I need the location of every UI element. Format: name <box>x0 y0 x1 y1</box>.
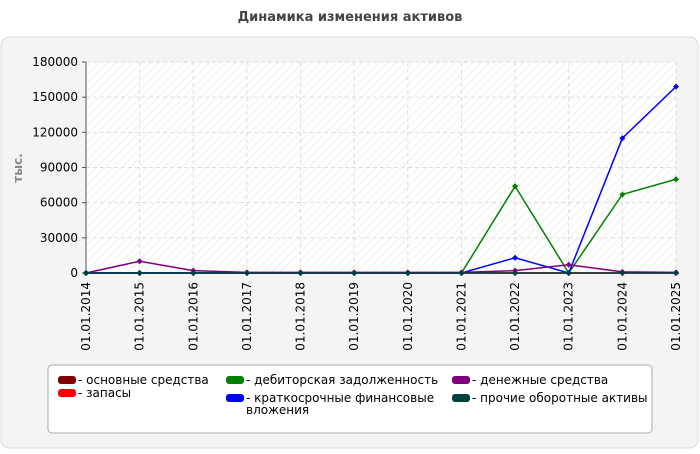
legend-marker <box>226 376 244 384</box>
legend-label: - краткосрочные финансовые вложения <box>246 392 435 417</box>
x-tick-label: 01.01.2025 <box>669 282 683 351</box>
legend-label: - запасы <box>78 387 132 400</box>
y-tick-label: 30000 <box>40 231 78 245</box>
x-tick-label: 01.01.2019 <box>347 282 361 351</box>
y-tick-label: 90000 <box>40 161 78 175</box>
x-tick-label: 01.01.2020 <box>401 282 415 351</box>
legend-label: - прочие оборотные активы <box>472 392 648 405</box>
legend-label-box: - основные средства <box>78 374 209 387</box>
data-point <box>243 270 250 276</box>
y-tick-label: 150000 <box>32 90 78 104</box>
x-tick-label: 01.01.2014 <box>79 282 93 351</box>
x-tick-label: 01.01.2023 <box>562 282 576 351</box>
x-tick-label: 01.01.2022 <box>508 282 522 351</box>
x-tick-label: 01.01.2018 <box>294 282 308 351</box>
data-point <box>565 261 572 268</box>
legend-marker <box>226 394 244 402</box>
legend-label-box: - запасы <box>78 387 132 400</box>
chart-title: Динамика изменения активов <box>238 10 463 25</box>
x-tick-label: 01.01.2016 <box>186 282 200 351</box>
data-point <box>565 270 572 276</box>
x-tick-label: 01.01.2017 <box>240 282 254 351</box>
y-axis-label: тыс. <box>11 153 25 182</box>
y-tick-label: 60000 <box>40 196 78 210</box>
x-tick-label: 01.01.2015 <box>133 282 147 351</box>
data-point <box>673 270 679 276</box>
data-point <box>512 183 519 190</box>
data-point <box>190 270 197 276</box>
y-tick-label: 180000 <box>32 55 78 69</box>
legend-marker <box>58 389 76 397</box>
data-point <box>136 270 143 276</box>
y-tick-label: 0 <box>70 266 78 280</box>
y-tick-label: 120000 <box>32 125 78 139</box>
legend-label: - дебиторская задолженность <box>246 374 439 387</box>
legend-label-box: - прочие оборотные активы <box>472 392 648 405</box>
x-tick-label: 01.01.2024 <box>615 282 629 351</box>
data-point <box>404 270 411 276</box>
legend <box>47 364 653 434</box>
data-point <box>351 270 358 276</box>
legend-label: - денежные средства <box>472 374 609 387</box>
data-point <box>512 270 519 276</box>
data-point <box>619 135 626 142</box>
data-point <box>512 254 519 261</box>
data-point <box>83 270 89 276</box>
data-point <box>673 83 679 90</box>
data-point <box>619 191 626 198</box>
legend-marker <box>452 376 470 384</box>
data-point <box>136 258 143 265</box>
legend-label-box: - дебиторская задолженность <box>246 374 439 387</box>
data-point <box>619 270 626 276</box>
x-tick-label: 01.01.2021 <box>454 282 468 351</box>
data-point <box>297 270 304 276</box>
data-point <box>458 270 465 276</box>
legend-label-box: - краткосрочные финансовые вложения <box>246 392 435 417</box>
data-point <box>673 176 679 183</box>
legend-label-box: - денежные средства <box>472 374 609 387</box>
legend-label: - основные средства <box>78 374 209 387</box>
legend-marker <box>452 394 470 402</box>
legend-marker <box>58 376 76 384</box>
